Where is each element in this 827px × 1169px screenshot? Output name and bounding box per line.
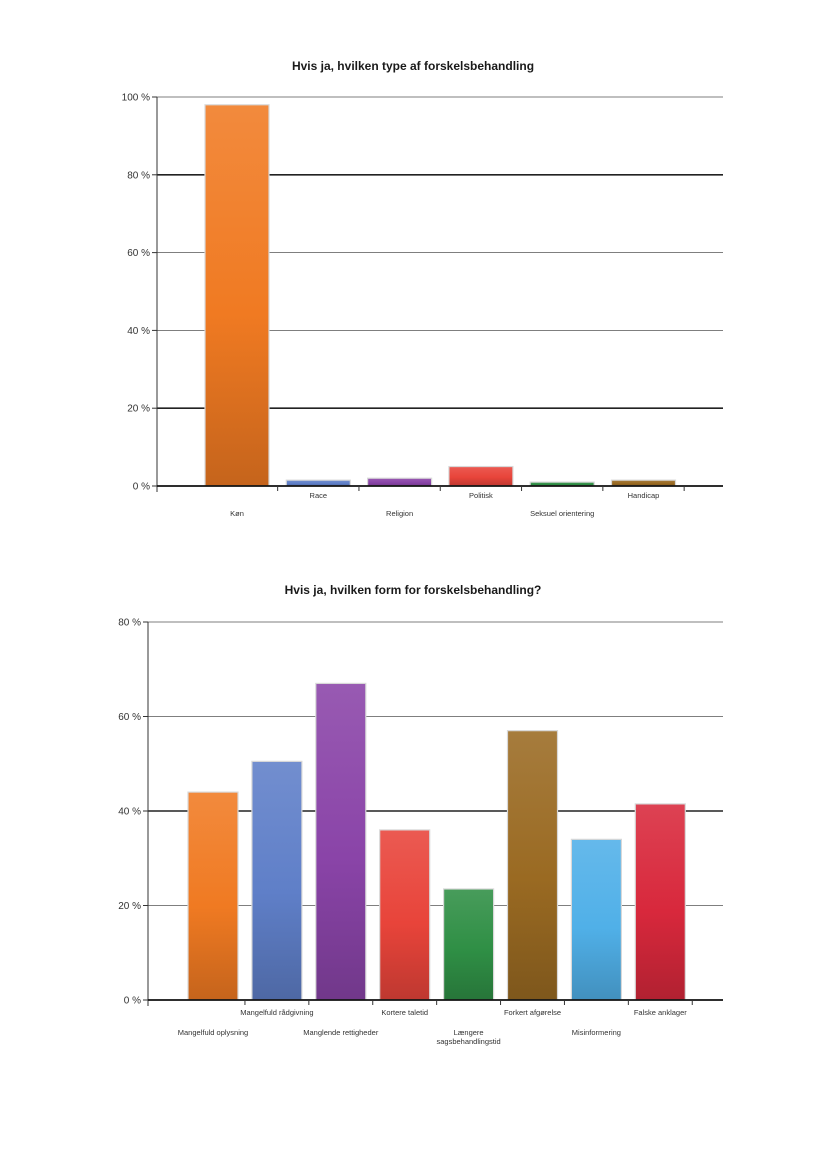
bar <box>506 730 559 1001</box>
x-tick-label: Misinformering <box>572 1028 621 1037</box>
bar <box>251 760 303 1001</box>
bar <box>570 838 623 1001</box>
bar <box>204 104 270 487</box>
x-tick-label: Mangelfuld oplysning <box>178 1028 248 1037</box>
y-tick-label: 0 % <box>124 996 141 1007</box>
x-tick-label: Længere sagsbehandlingstid <box>436 1028 500 1046</box>
y-tick-label: 0 % <box>133 482 150 493</box>
bar <box>379 829 431 1001</box>
x-tick-label: Manglende rettigheder <box>303 1028 379 1037</box>
y-tick-label: 40 % <box>127 326 150 337</box>
x-tick-label: Politisk <box>469 491 493 500</box>
x-tick-label: Handicap <box>628 491 660 500</box>
x-tick-label: Mangelfuld rådgivning <box>240 1008 313 1017</box>
y-tick-label: 100 % <box>122 93 150 104</box>
bar <box>634 803 686 1001</box>
y-tick-label: 20 % <box>118 901 141 912</box>
y-tick-label: 40 % <box>118 807 141 818</box>
x-tick-label: Religion <box>386 509 413 518</box>
x-tick-label: Køn <box>230 509 244 518</box>
bar <box>187 791 239 1001</box>
x-tick-label: Seksuel orientering <box>530 509 594 518</box>
chart-title: Hvis ja, hvilken form for forskelsbehand… <box>285 583 542 597</box>
bar <box>443 888 495 1001</box>
y-tick-label: 60 % <box>118 712 141 723</box>
y-tick-label: 80 % <box>127 170 150 181</box>
bar <box>315 682 367 1001</box>
bar <box>448 465 514 487</box>
x-tick-label: Forkert afgørelse <box>504 1008 561 1017</box>
x-tick-label: Falske anklager <box>634 1008 687 1017</box>
x-tick-label: Race <box>310 491 328 500</box>
bar <box>367 477 433 487</box>
chart-title: Hvis ja, hvilken type af forskelsbehandl… <box>292 59 534 73</box>
y-tick-label: 60 % <box>127 248 150 259</box>
y-tick-label: 20 % <box>127 404 150 415</box>
chart-discrimination-type: Hvis ja, hvilken type af forskelsbehandl… <box>122 59 723 518</box>
y-tick-label: 80 % <box>118 618 141 629</box>
x-tick-label: Kortere taletid <box>381 1008 428 1017</box>
chart-discrimination-form: Hvis ja, hvilken form for forskelsbehand… <box>118 583 723 1046</box>
